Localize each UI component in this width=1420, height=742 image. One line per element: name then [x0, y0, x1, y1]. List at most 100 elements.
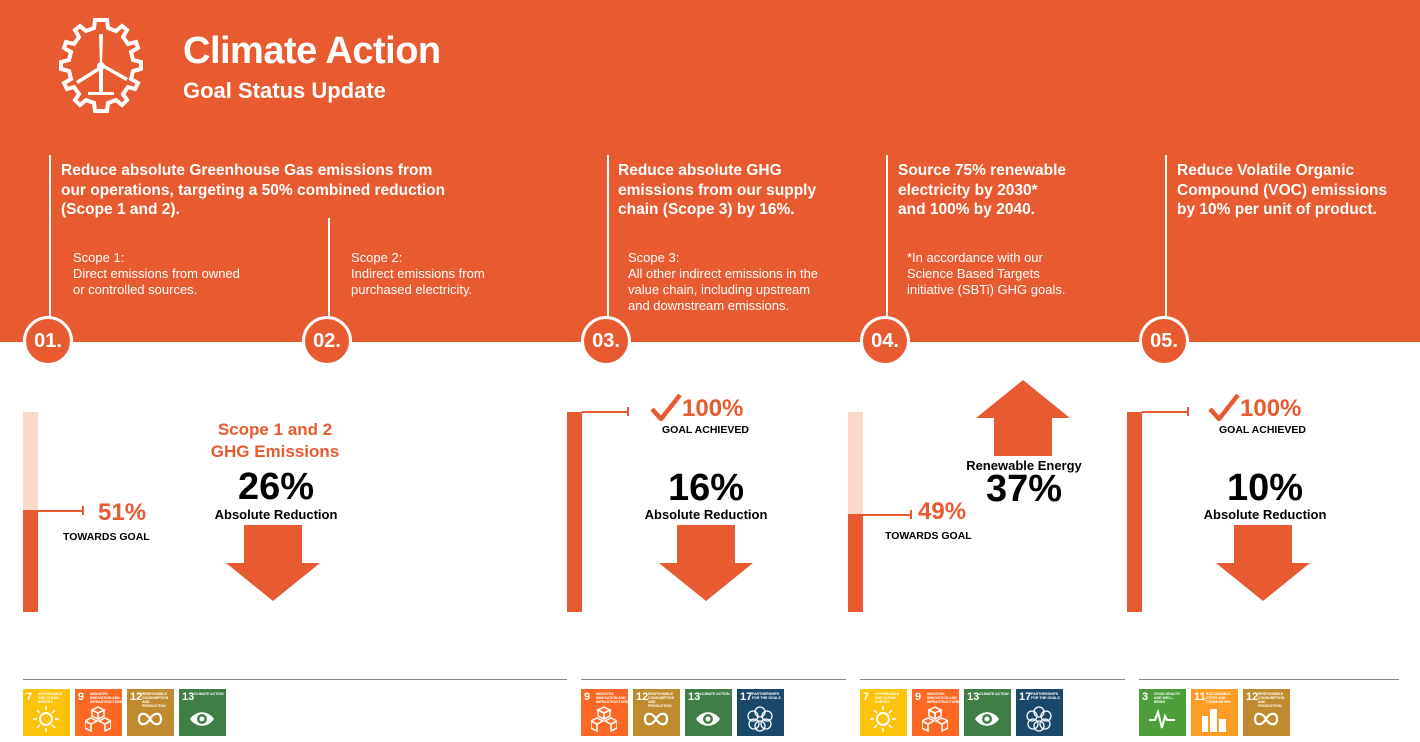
sdg-number: 13 [967, 691, 980, 703]
goal-4-result-title: Renewable Energy [966, 458, 1082, 473]
goal-1-marker-tick [82, 506, 84, 515]
sdg-number: 7 [863, 691, 870, 703]
sdg-tile-13: 13 CLIMATE ACTION [179, 689, 226, 736]
sdg-label: AFFORDABLE AND CLEAN ENERGY [38, 692, 63, 704]
goal-5-marker-line [1142, 411, 1188, 413]
down-arrow-icon [659, 525, 753, 601]
eye-icon [975, 712, 999, 726]
sdg-tile-9: 9 INDUSTRY, INNOVATION AND INFRASTRUCTURE [912, 689, 959, 736]
goal-4-marker-line [863, 514, 911, 516]
checkmark-icon [1208, 393, 1240, 421]
connector-line-5 [1165, 155, 1167, 320]
sdg-label: INDUSTRY, INNOVATION AND INFRASTRUCTURE [596, 692, 629, 704]
goal-5-progress-label: GOAL ACHIEVED [1219, 424, 1306, 436]
goal-5-progress-fill [1127, 412, 1142, 612]
sdg-number: 17 [740, 691, 753, 703]
sdg-tile-12: 12 RESPONSIBLE CONSUMPTION AND PRODUCTION [1243, 689, 1290, 736]
sdg-label: INDUSTRY, INNOVATION AND INFRASTRUCTURE [927, 692, 960, 704]
goal-4-progress-track [848, 412, 863, 612]
sdg-number: 12 [636, 691, 649, 703]
sdg-number: 9 [584, 691, 591, 703]
sdg-label: RESPONSIBLE CONSUMPTION AND PRODUCTION [648, 692, 675, 708]
sdg-number: 9 [915, 691, 922, 703]
goal-3-progress-label: GOAL ACHIEVED [662, 424, 749, 436]
badge-04: 04. [860, 316, 910, 366]
sun-icon [33, 706, 59, 732]
up-arrow-icon [976, 380, 1070, 456]
goal-5-text: Reduce Volatile Organic Compound (VOC) em… [1177, 162, 1388, 218]
sdg-label: CLIMATE ACTION [194, 692, 224, 696]
sdg-tile-9: 9 INDUSTRY, INNOVATION AND INFRASTRUCTURE [75, 689, 122, 736]
sdg-number: 7 [26, 691, 33, 703]
connector-line-2 [328, 218, 330, 320]
goal-1-progress-fill [23, 510, 38, 612]
sdg-label: CLIMATE ACTION [979, 692, 1009, 696]
sdg-label: SUSTAINABLE CITIES AND COMMUNITIES [1206, 692, 1231, 704]
sdg-tile-12: 12 RESPONSIBLE CONSUMPTION AND PRODUCTION [127, 689, 174, 736]
goal-3-result-value: 16% [667, 467, 745, 509]
goal-1-progress-label: TOWARDS GOAL [63, 531, 150, 543]
goal-1-progress-pct: 51% [98, 499, 147, 526]
page-subtitle: Goal Status Update [183, 78, 386, 103]
goal-3-marker-tick [627, 407, 629, 416]
scope-1-note: Scope 1: Direct emissions from owned or co… [73, 250, 240, 297]
goal-5-result-value: 10% [1226, 467, 1304, 509]
down-arrow-icon [226, 525, 320, 601]
goal-1-result-caption: Absolute Reduction [214, 507, 338, 522]
wind-turbine-gear-icon [59, 18, 143, 113]
goal-4-progress-label: TOWARDS GOAL [885, 530, 972, 542]
goal-1-progress-track [23, 412, 38, 612]
cubes-icon [85, 706, 111, 732]
sdg-tile-13: 13 CLIMATE ACTION [685, 689, 732, 736]
page-title: Climate Action [183, 30, 441, 72]
sdg-label: RESPONSIBLE CONSUMPTION AND PRODUCTION [1258, 692, 1285, 708]
sdg-number: 12 [130, 691, 143, 703]
connector-line-1 [49, 155, 51, 320]
sdg-number: 13 [182, 691, 195, 703]
sdg-number: 9 [78, 691, 85, 703]
eye-icon [696, 712, 720, 726]
goal-3-progress-pct: 100% [682, 395, 744, 422]
sbti-note: *In accordance with our Science Based Tar… [907, 250, 1066, 297]
sdg-tile-9: 9 INDUSTRY, INNOVATION AND INFRASTRUCTURE [581, 689, 628, 736]
goal-1-text: Reduce absolute Greenhouse Gas emissions… [61, 162, 446, 218]
checkmark-icon [650, 393, 682, 421]
goal-3-progress-fill [567, 412, 582, 612]
goal-3-result-caption: Absolute Reduction [644, 507, 768, 522]
goal-4-result-value: 37% [985, 468, 1063, 510]
goal-1-result-value: 26% [237, 466, 315, 508]
flower-icon [747, 706, 773, 732]
badge-02: 02. [302, 316, 352, 366]
sdg-tile-11: 11 SUSTAINABLE CITIES AND COMMUNITIES [1191, 689, 1238, 736]
sdg-tile-13: 13 CLIMATE ACTION [964, 689, 1011, 736]
infinity-icon [1253, 712, 1279, 726]
divider-3 [860, 679, 1125, 680]
down-arrow-icon [1216, 525, 1310, 601]
sdg-number: 12 [1246, 691, 1259, 703]
divider-1 [23, 679, 567, 680]
sdg-label: INDUSTRY, INNOVATION AND INFRASTRUCTURE [90, 692, 123, 704]
sdg-label: PARTNERSHIPS FOR THE GOALS [752, 692, 781, 700]
cubes-icon [591, 706, 617, 732]
sdg-number: 11 [1194, 691, 1206, 703]
buildings-icon [1202, 709, 1226, 732]
sdg-label: CLIMATE ACTION [700, 692, 730, 696]
sdg-number: 17 [1019, 691, 1032, 703]
sdg-number: 3 [1142, 691, 1149, 703]
divider-4 [1139, 679, 1399, 680]
sun-icon [870, 706, 896, 732]
infinity-icon [643, 712, 669, 726]
sdg-tile-12: 12 RESPONSIBLE CONSUMPTION AND PRODUCTION [633, 689, 680, 736]
sdg-tile-17: 17 PARTNERSHIPS FOR THE GOALS [737, 689, 784, 736]
sdg-label: AFFORDABLE AND CLEAN ENERGY [875, 692, 900, 704]
sdg-tile-7: 7 AFFORDABLE AND CLEAN ENERGY [23, 689, 70, 736]
sdg-tile-17: 17 PARTNERSHIPS FOR THE GOALS [1016, 689, 1063, 736]
goal-3-progress-track [567, 412, 582, 612]
goal-3-marker-line [582, 411, 628, 413]
goal-4-progress-fill [848, 514, 863, 612]
eye-icon [190, 712, 214, 726]
goal-4-marker-tick [910, 510, 912, 519]
badge-01: 01. [23, 316, 73, 366]
divider-2 [581, 679, 846, 680]
sdg-tile-7: 7 AFFORDABLE AND CLEAN ENERGY [860, 689, 907, 736]
